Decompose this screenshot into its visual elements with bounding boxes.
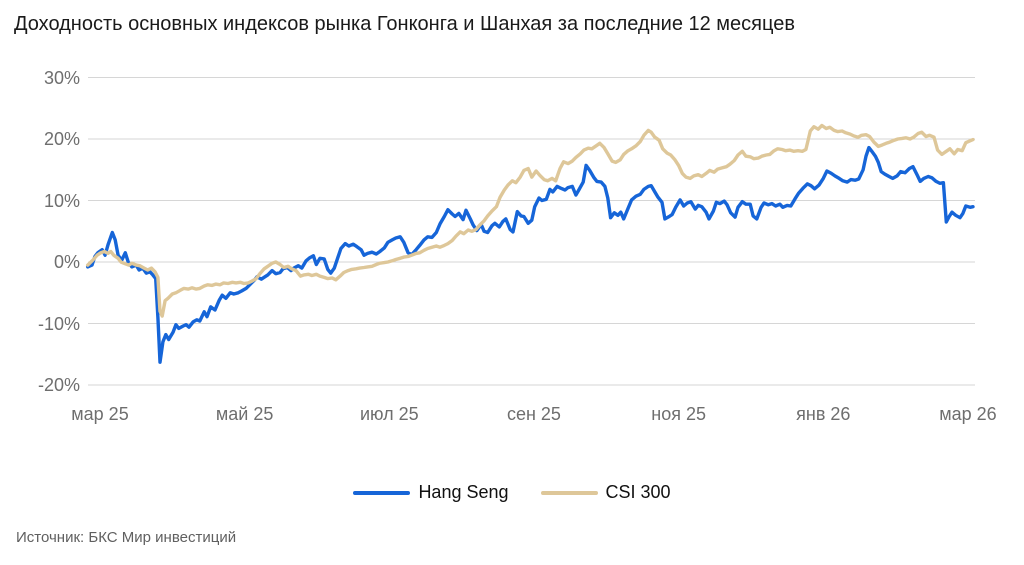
y-axis-tick-label: 30% <box>43 67 80 88</box>
y-axis-tick-label: -10% <box>37 313 80 334</box>
hang-seng-line-swatch-icon <box>353 490 411 495</box>
x-axis-tick-label: мар 26 <box>939 404 997 424</box>
y-axis-tick-label: 10% <box>43 190 80 211</box>
legend: Hang Seng CSI 300 <box>0 482 1024 503</box>
y-axis-tick-label: -20% <box>37 375 80 395</box>
x-axis-tick-label: мар 25 <box>71 404 129 424</box>
gridlines <box>88 77 975 386</box>
hang-seng-line <box>85 145 975 364</box>
x-axis-tick-label: сен 25 <box>506 404 561 424</box>
series-lines <box>85 123 975 364</box>
legend-label-hang-seng: Hang Seng <box>418 482 509 502</box>
chart-title: Доходность основных индексов рынка Гонко… <box>14 13 795 35</box>
legend-item-csi-300: CSI 300 <box>540 482 671 503</box>
y-axis-tick-label: 20% <box>43 129 80 149</box>
x-axis-tick-label: ноя 25 <box>651 404 706 424</box>
csi-300-line-swatch-icon <box>540 490 598 495</box>
legend-label-csi-300: CSI 300 <box>605 482 671 502</box>
csi-300-line <box>85 123 975 318</box>
source-note: Источник: БКС Мир инвестиций <box>16 529 237 546</box>
legend-item-hang-seng: Hang Seng <box>353 482 509 503</box>
x-axis-tick-label: янв 26 <box>796 404 851 424</box>
y-axis-tick-label: 0% <box>53 252 80 272</box>
x-axis-tick-label: май 25 <box>215 404 274 424</box>
x-axis-tick-label: июл 25 <box>359 404 419 424</box>
